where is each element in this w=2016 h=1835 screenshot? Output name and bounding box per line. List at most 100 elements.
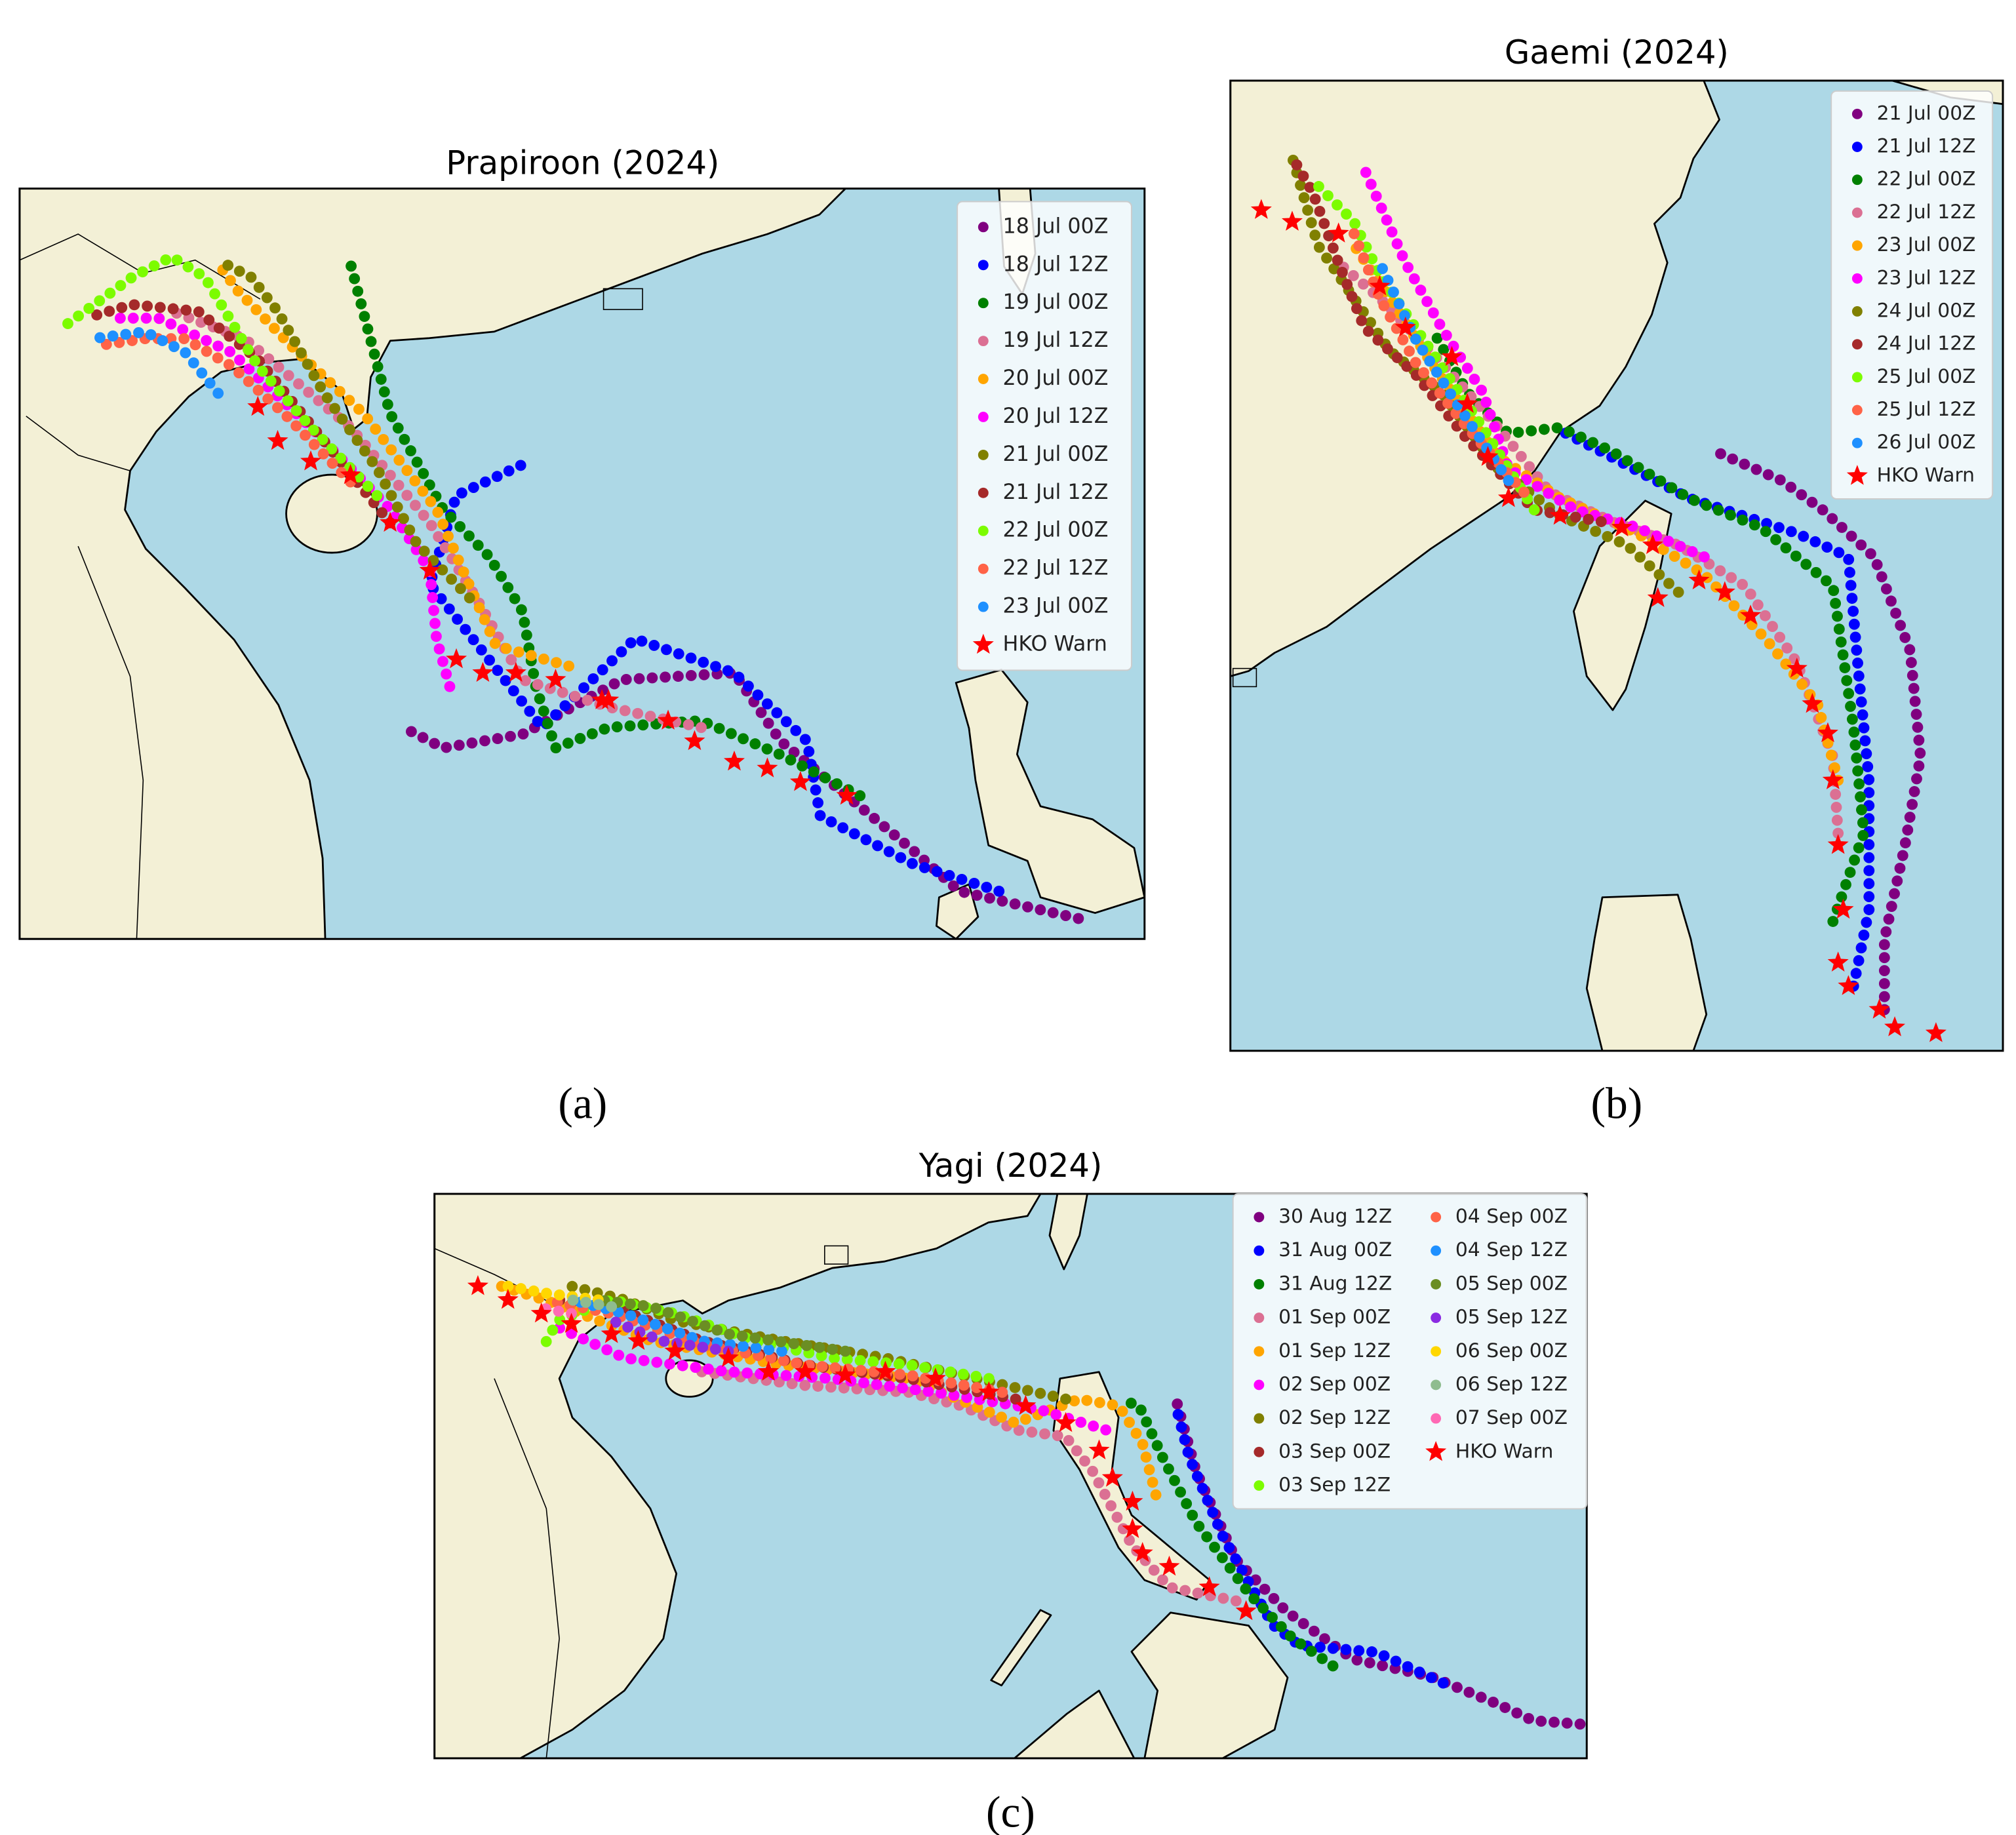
track-dots <box>1425 322 1870 927</box>
tracks <box>1250 151 1947 1042</box>
warning-star <box>684 730 705 751</box>
track-dots <box>1709 445 1926 1016</box>
legend-label: 30 Aug 12Z <box>1278 1205 1392 1228</box>
warning-star <box>300 450 322 471</box>
warning-star <box>1549 504 1571 525</box>
warning-star <box>1642 534 1663 555</box>
legend-label: 26 Jul 00Z <box>1877 431 1976 454</box>
warning-star <box>924 1367 946 1388</box>
warning-star <box>1369 275 1391 296</box>
legend-label: 21 Jul 00Z <box>1003 443 1109 466</box>
borneo <box>1014 1689 1136 1758</box>
legend-label: 05 Sep 12Z <box>1455 1306 1568 1329</box>
warning-star <box>380 511 401 532</box>
track-dots <box>212 258 575 672</box>
legend-marker <box>978 412 989 422</box>
mindoro <box>936 883 979 939</box>
warning-star <box>591 689 613 709</box>
warning-star <box>758 1360 780 1381</box>
warning-star <box>1441 345 1463 366</box>
legend-label: 21 Jul 12Z <box>1877 135 1976 158</box>
legend-label: 20 Jul 12Z <box>1003 404 1109 428</box>
legend-label: 19 Jul 12Z <box>1003 328 1109 352</box>
panel-c: Yagi (2024) 30 Aug 12Z 31 Aug 00Z 31 Aug 1… <box>433 1147 1588 1835</box>
legend-marker <box>1431 1245 1442 1256</box>
legend: 21 Jul 00Z 21 Jul 12Z 22 Jul 00Z 22 Jul 12Z… <box>1830 90 1994 500</box>
warning-star <box>1838 975 1859 995</box>
warning-star <box>1088 1439 1110 1460</box>
track-dots <box>1358 163 1710 562</box>
legend-marker <box>1851 207 1863 218</box>
legend-marker <box>1431 1212 1442 1223</box>
legend-marker <box>1851 437 1863 448</box>
legend-label: 03 Sep 12Z <box>1278 1473 1391 1496</box>
warning-star <box>1827 834 1849 854</box>
warning-star <box>664 1340 686 1360</box>
warning-star <box>419 559 441 580</box>
panel-title: Yagi (2024) <box>919 1147 1103 1185</box>
legend-label: 04 Sep 00Z <box>1455 1205 1568 1228</box>
map-frame <box>18 187 1146 940</box>
legend-label: 25 Jul 12Z <box>1877 398 1976 421</box>
legend-marker <box>978 298 989 309</box>
legend-marker <box>1851 404 1863 416</box>
warning-star <box>561 1312 582 1333</box>
warning-star <box>1884 1016 1906 1036</box>
legend-label: 05 Sep 00Z <box>1455 1272 1568 1295</box>
legend-marker <box>1846 465 1868 485</box>
warning-star <box>1611 516 1632 537</box>
legend-box <box>957 201 1132 671</box>
legend-label: 21 Jul 12Z <box>1003 481 1109 504</box>
legend-label: 19 Jul 00Z <box>1003 290 1109 314</box>
legend-label: HKO Warn <box>1455 1440 1553 1463</box>
legend-marker <box>1254 1413 1265 1424</box>
legend-marker <box>978 525 989 536</box>
legend-label: 01 Sep 00Z <box>1278 1306 1391 1329</box>
legend: 30 Aug 12Z 31 Aug 00Z 31 Aug 12Z 01 Sep 00Z… <box>1232 1193 1588 1510</box>
legend-marker <box>1431 1312 1442 1324</box>
panel-a: Prapiroon (2024) 18 Jul 00Z 18 Jul 12Z 19 … <box>18 144 1146 1128</box>
warning-star <box>545 668 566 689</box>
legend-label: 06 Sep 12Z <box>1455 1373 1568 1396</box>
legend-marker <box>978 487 989 498</box>
warning-star <box>1198 1576 1220 1596</box>
legend-marker <box>978 336 989 347</box>
warning-star <box>875 1360 896 1381</box>
legend-label: 02 Sep 12Z <box>1278 1406 1391 1429</box>
warning-star <box>1281 210 1303 231</box>
track-dots <box>1374 257 1514 486</box>
legend-label: 23 Jul 00Z <box>1003 595 1109 618</box>
legend-marker <box>1851 372 1863 383</box>
legend-label: 23 Jul 00Z <box>1877 233 1976 256</box>
visayas-mindanao <box>1130 1611 1289 1758</box>
warning-star <box>340 464 361 484</box>
warning-star <box>658 709 679 730</box>
track-dots <box>496 1280 1162 1501</box>
legend-label: 23 Jul 12Z <box>1877 266 1976 289</box>
warning-star <box>446 648 467 669</box>
legend-label: 22 Jul 00Z <box>1003 519 1109 542</box>
legend-marker <box>1254 1245 1265 1256</box>
warning-star <box>1740 604 1762 625</box>
warning-star <box>472 661 494 682</box>
warning-star <box>1497 486 1519 507</box>
legend-marker <box>1851 142 1863 152</box>
track-dots <box>345 258 866 802</box>
legend: 18 Jul 00Z 18 Jul 12Z 19 Jul 00Z 19 Jul 12Z… <box>957 201 1132 671</box>
warning-star <box>267 429 288 450</box>
warning-star <box>1235 1600 1257 1621</box>
track-dots <box>1286 151 1607 528</box>
border <box>494 1378 560 1758</box>
warning-star <box>835 1364 856 1385</box>
track-dots <box>552 1322 1112 1436</box>
track-dots <box>87 326 224 399</box>
legend-label: 22 Jul 00Z <box>1877 168 1976 191</box>
track-dots <box>60 251 383 502</box>
warning-star <box>1457 393 1478 413</box>
legend-label: 21 Jul 00Z <box>1877 102 1976 125</box>
warning-star <box>1122 1490 1143 1511</box>
palawan <box>990 1609 1052 1687</box>
warning-star <box>1688 569 1710 589</box>
taiwan <box>1048 1194 1088 1271</box>
